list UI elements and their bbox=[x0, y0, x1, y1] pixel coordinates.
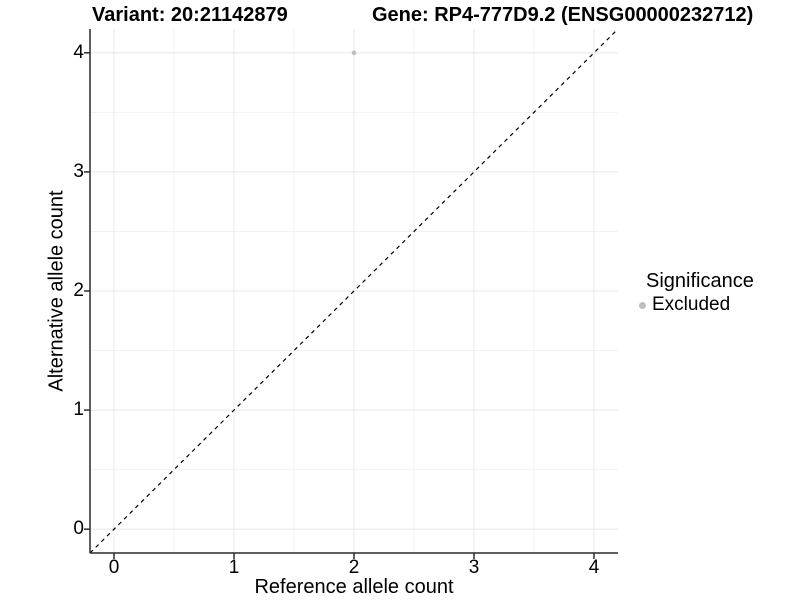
y-tick-label: 4 bbox=[73, 41, 84, 63]
identity-reference-line bbox=[89, 28, 619, 554]
plot-title-variant: Variant: 20:21142879 bbox=[92, 4, 288, 26]
plot-title-gene: Gene: RP4-777D9.2 (ENSG00000232712) bbox=[372, 4, 754, 26]
excluded-point-icon bbox=[638, 301, 646, 309]
x-tick-label: 0 bbox=[108, 557, 120, 578]
x-tick-label: 3 bbox=[468, 557, 480, 578]
x-tick-label: 4 bbox=[588, 557, 600, 578]
legend-key bbox=[632, 295, 652, 315]
y-tick-label: 2 bbox=[73, 280, 84, 301]
legend-title: Significance bbox=[646, 270, 754, 292]
legend-item-label: Excluded bbox=[652, 294, 731, 315]
y-tick-label: 3 bbox=[73, 160, 84, 182]
plot-panel bbox=[84, 28, 619, 559]
x-axis-title: Reference allele count bbox=[254, 576, 454, 598]
x-tick-label: 2 bbox=[348, 557, 360, 578]
legend: Significance Excluded bbox=[632, 270, 754, 316]
y-axis-title: Alternative allele count bbox=[45, 190, 68, 392]
data-point-excluded bbox=[351, 50, 357, 56]
y-tick-label: 1 bbox=[73, 399, 84, 421]
scatter-plot-canvas bbox=[84, 28, 619, 559]
y-tick-label: 0 bbox=[73, 518, 84, 540]
x-tick-label: 1 bbox=[228, 557, 240, 578]
legend-item-excluded: Excluded bbox=[632, 294, 754, 316]
